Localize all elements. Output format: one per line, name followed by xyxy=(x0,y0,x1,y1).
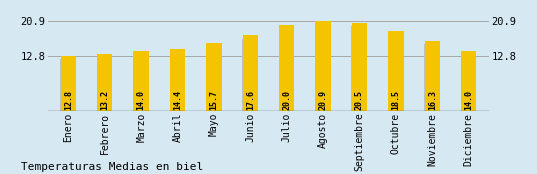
Bar xyxy=(60,59,72,111)
Bar xyxy=(388,31,403,111)
Bar xyxy=(243,35,258,111)
Bar xyxy=(279,28,291,111)
Bar xyxy=(170,52,181,111)
Text: 12.8: 12.8 xyxy=(64,90,73,110)
Text: 16.3: 16.3 xyxy=(428,90,437,110)
Bar xyxy=(461,51,476,111)
Bar xyxy=(315,24,326,111)
Bar xyxy=(206,47,217,111)
Text: Temperaturas Medias en biel: Temperaturas Medias en biel xyxy=(21,162,204,172)
Bar xyxy=(461,54,473,111)
Bar xyxy=(97,54,112,111)
Bar xyxy=(134,51,149,111)
Text: 18.5: 18.5 xyxy=(391,90,401,110)
Bar xyxy=(425,41,440,111)
Bar xyxy=(352,23,367,111)
Bar xyxy=(352,26,363,111)
Bar xyxy=(97,58,108,111)
Bar xyxy=(133,54,145,111)
Bar xyxy=(279,25,294,111)
Text: 14.4: 14.4 xyxy=(173,90,182,110)
Bar xyxy=(242,39,254,111)
Bar xyxy=(61,56,76,111)
Text: 20.9: 20.9 xyxy=(318,90,328,110)
Bar xyxy=(170,49,185,111)
Text: 13.2: 13.2 xyxy=(100,90,109,110)
Bar xyxy=(206,43,222,111)
Text: 17.6: 17.6 xyxy=(246,90,255,110)
Text: 15.7: 15.7 xyxy=(209,90,219,110)
Text: 14.0: 14.0 xyxy=(464,90,473,110)
Text: 20.5: 20.5 xyxy=(355,90,364,110)
Bar xyxy=(424,44,436,111)
Text: 20.0: 20.0 xyxy=(282,90,291,110)
Text: 14.0: 14.0 xyxy=(136,90,146,110)
Bar xyxy=(315,21,331,111)
Bar xyxy=(388,35,400,111)
